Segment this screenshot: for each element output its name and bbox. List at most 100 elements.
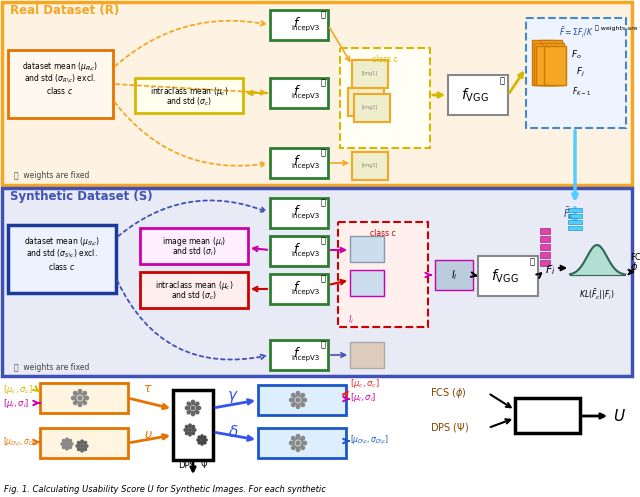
Circle shape xyxy=(69,439,72,442)
Bar xyxy=(270,274,328,304)
Bar xyxy=(2,188,632,376)
Text: $f$: $f$ xyxy=(293,242,301,256)
Circle shape xyxy=(81,445,83,447)
Circle shape xyxy=(301,403,305,407)
Text: intraclass mean ($\mu_c$): intraclass mean ($\mu_c$) xyxy=(150,84,228,97)
Text: $f$: $f$ xyxy=(293,16,301,30)
Text: DPS: DPS xyxy=(178,461,195,470)
Bar xyxy=(270,236,328,266)
Circle shape xyxy=(296,405,300,409)
Bar xyxy=(270,340,328,370)
Bar xyxy=(270,10,328,40)
Text: $f$: $f$ xyxy=(293,280,301,294)
Text: ⚿: ⚿ xyxy=(321,237,326,246)
Circle shape xyxy=(191,413,195,415)
Text: class $c$: class $c$ xyxy=(46,85,74,96)
Text: $U$: $U$ xyxy=(613,408,626,424)
Bar xyxy=(8,225,116,293)
Text: and std ($\sigma_{R\backslash c}$) excl.: and std ($\sigma_{R\backslash c}$) excl. xyxy=(24,73,96,85)
Circle shape xyxy=(78,403,82,407)
Circle shape xyxy=(186,407,188,410)
Circle shape xyxy=(201,435,203,437)
Circle shape xyxy=(296,441,300,445)
Bar xyxy=(338,222,428,327)
Bar xyxy=(568,220,582,224)
Bar xyxy=(448,75,508,115)
Circle shape xyxy=(301,394,305,397)
Text: Fig. 1. Calculating Usability Score U for Synthetic Images. For each synthetic: Fig. 1. Calculating Usability Score U fo… xyxy=(4,486,326,495)
Text: $F_i$: $F_i$ xyxy=(545,263,556,277)
Bar xyxy=(532,40,554,85)
Text: $\gamma$: $\gamma$ xyxy=(227,389,239,405)
Text: $f$: $f$ xyxy=(293,154,301,168)
Bar xyxy=(350,342,384,368)
Bar xyxy=(534,43,556,85)
Text: ⚿: ⚿ xyxy=(321,149,326,158)
Text: and std ($\sigma_i$): and std ($\sigma_i$) xyxy=(172,246,216,258)
Circle shape xyxy=(192,432,195,434)
Bar xyxy=(348,88,384,116)
Bar xyxy=(568,214,582,218)
Bar xyxy=(140,228,248,264)
Text: IncepV3: IncepV3 xyxy=(291,289,319,295)
Circle shape xyxy=(81,440,83,442)
Text: $[\mu_i,\sigma_i]$: $[\mu_i,\sigma_i]$ xyxy=(350,391,376,404)
Text: intraclass mean ($\mu_c$): intraclass mean ($\mu_c$) xyxy=(155,278,233,292)
Text: class $c$: class $c$ xyxy=(48,260,76,271)
Circle shape xyxy=(193,429,196,431)
Bar xyxy=(140,272,248,308)
Text: $F_o$: $F_o$ xyxy=(571,49,581,61)
Text: image mean ($\mu_i$): image mean ($\mu_i$) xyxy=(162,235,226,248)
Text: $KL(\bar{F}_c||F_i)$: $KL(\bar{F}_c||F_i)$ xyxy=(579,288,615,302)
Circle shape xyxy=(301,446,305,449)
Circle shape xyxy=(189,433,191,436)
Text: IncepV3: IncepV3 xyxy=(291,163,319,169)
Bar xyxy=(352,152,388,180)
Text: dataset mean ($\mu_{S\backslash c}$): dataset mean ($\mu_{S\backslash c}$) xyxy=(24,236,100,248)
Circle shape xyxy=(291,436,295,440)
Circle shape xyxy=(83,392,86,395)
Circle shape xyxy=(291,446,295,449)
Text: $\bar{F}_c$: $\bar{F}_c$ xyxy=(563,205,574,221)
Circle shape xyxy=(301,436,305,440)
Text: IncepV3: IncepV3 xyxy=(291,25,319,31)
Text: ⚿: ⚿ xyxy=(321,274,326,283)
Bar xyxy=(354,94,390,122)
Text: $\phi$: $\phi$ xyxy=(630,260,638,274)
Text: DPS ($\Psi$): DPS ($\Psi$) xyxy=(430,421,469,434)
Circle shape xyxy=(78,396,82,400)
Circle shape xyxy=(189,428,191,431)
Text: $F_j$: $F_j$ xyxy=(575,66,584,79)
Text: ⚿: ⚿ xyxy=(321,10,326,19)
Text: IncepV3: IncepV3 xyxy=(291,251,319,257)
Text: [img1]: [img1] xyxy=(362,72,378,77)
Text: FCS: FCS xyxy=(630,253,640,262)
Text: $\delta$: $\delta$ xyxy=(228,424,238,440)
Text: ⚿ weights are fixed: ⚿ weights are fixed xyxy=(595,25,640,31)
Text: $[\mu_{D\backslash c},\sigma_{D\backslash c}]$: $[\mu_{D\backslash c},\sigma_{D\backslas… xyxy=(3,435,42,448)
Bar xyxy=(568,208,582,212)
Text: $f$: $f$ xyxy=(293,84,301,98)
Circle shape xyxy=(189,424,191,426)
Circle shape xyxy=(291,394,295,397)
Circle shape xyxy=(70,443,73,445)
Text: $[\mu_{D\backslash c},\sigma_{D\backslash c}]$: $[\mu_{D\backslash c},\sigma_{D\backslas… xyxy=(350,433,389,446)
Circle shape xyxy=(66,448,68,450)
Text: $I_i$: $I_i$ xyxy=(451,268,458,282)
Circle shape xyxy=(192,425,195,428)
Circle shape xyxy=(86,445,88,447)
Circle shape xyxy=(187,411,190,414)
Circle shape xyxy=(74,401,77,405)
Text: $f$: $f$ xyxy=(293,346,301,360)
Bar xyxy=(270,78,328,108)
Circle shape xyxy=(191,406,195,410)
Bar xyxy=(173,390,213,460)
Text: $[\mu_c,\sigma_c]$: $[\mu_c,\sigma_c]$ xyxy=(3,384,33,397)
Text: IncepV3: IncepV3 xyxy=(291,355,319,361)
Circle shape xyxy=(66,438,68,440)
Circle shape xyxy=(303,441,307,445)
Circle shape xyxy=(197,439,199,441)
Bar xyxy=(135,78,243,113)
Circle shape xyxy=(63,439,65,442)
Bar xyxy=(515,398,580,433)
